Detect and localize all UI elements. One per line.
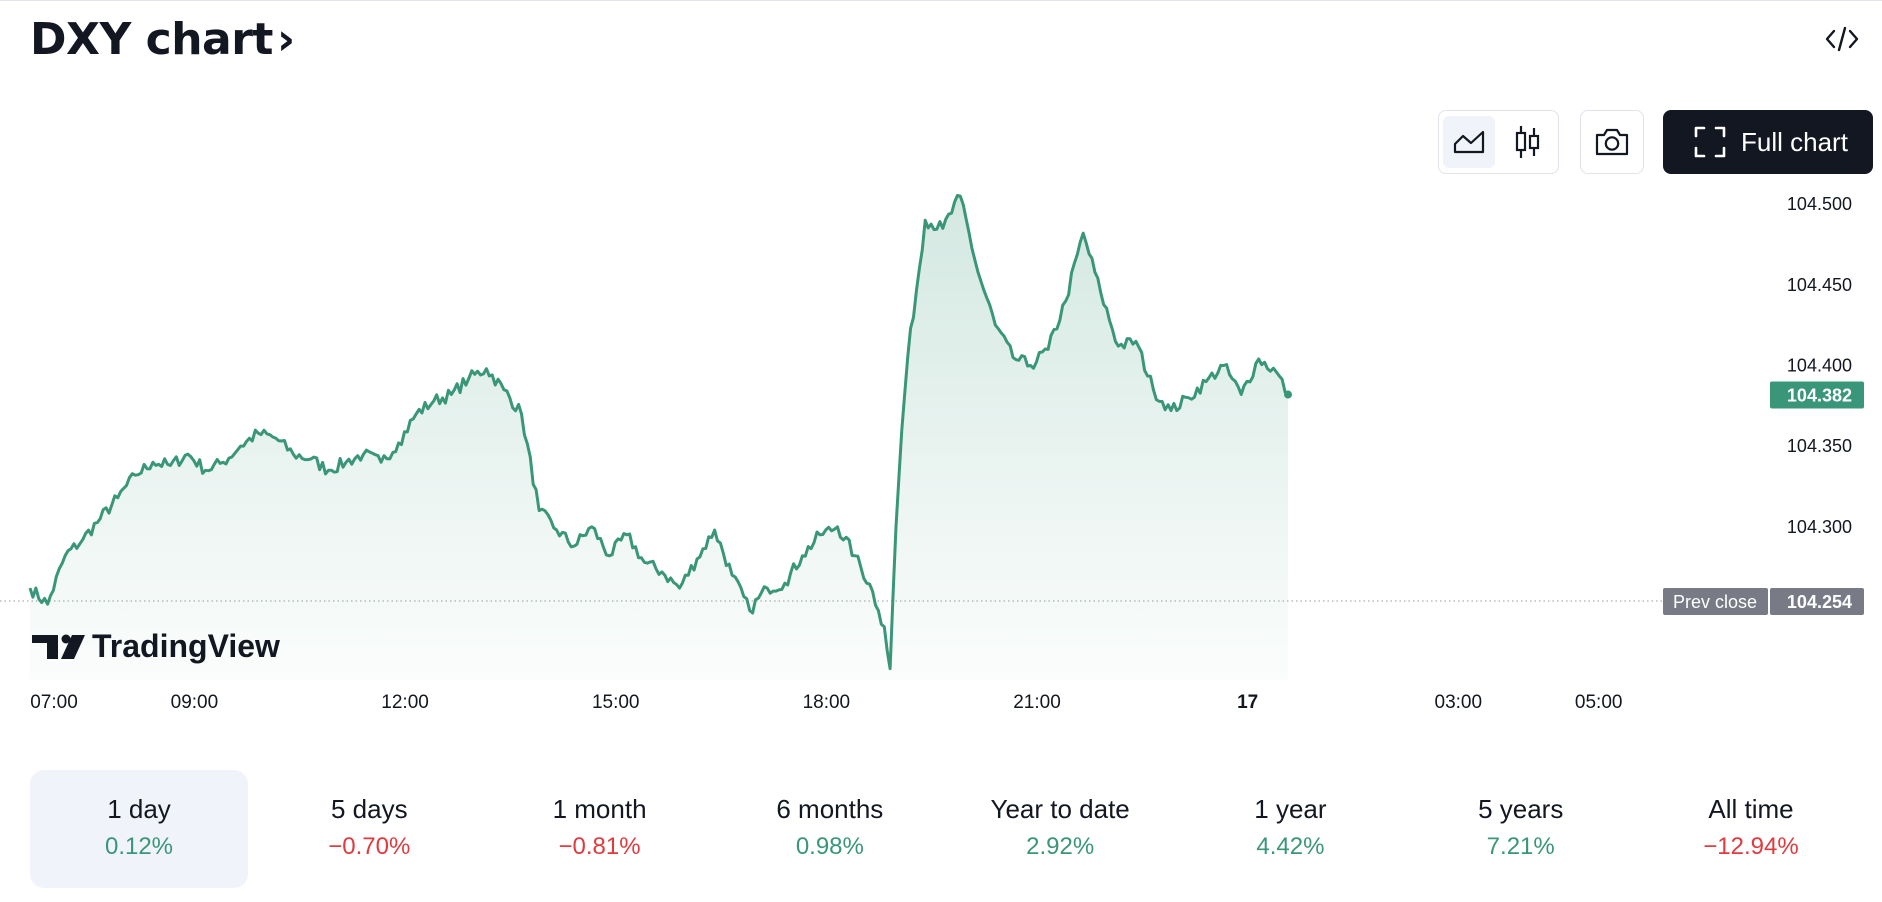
x-tick-label: 09:00: [171, 692, 219, 713]
range-tab-change: −0.70%: [328, 833, 411, 860]
range-tab-change: 2.92%: [1026, 833, 1095, 860]
range-tab-label: 5 years: [1478, 794, 1564, 824]
area-chart-icon: [1453, 130, 1485, 154]
price-chart[interactable]: 104.500 104.450 104.400 104.350 104.300 104.3…: [0, 180, 1882, 720]
y-tick-label: 104.500: [1787, 194, 1852, 214]
top-border: [0, 0, 1882, 1]
range-tab-change: 0.98%: [795, 833, 864, 860]
watermark-text: TradingView: [92, 628, 280, 664]
chart-title-link[interactable]: DXY chart›: [30, 14, 295, 65]
candlestick-button[interactable]: [1501, 116, 1553, 168]
last-value-badge: [1770, 381, 1864, 409]
prev-close-value-badge: [1770, 587, 1864, 615]
x-tick-label: 12:00: [381, 692, 429, 713]
x-tick-label: 18:00: [803, 692, 851, 713]
range-tabs: 1 day 0.12% 5 days −0.70% 1 month −0.81% 6 mon…: [30, 770, 1860, 888]
range-tab[interactable]: 1 month −0.81%: [491, 770, 709, 888]
price-line: [28, 194, 1289, 671]
tradingview-watermark: TradingView: [32, 628, 280, 664]
range-tab-change: 7.21%: [1486, 833, 1555, 860]
range-tab-label: 5 days: [330, 794, 408, 824]
range-tab-label: 6 months: [776, 794, 884, 824]
last-price-dot: [1284, 390, 1292, 399]
range-tab-change: −12.94%: [1703, 833, 1799, 860]
range-tab-change: 4.42%: [1256, 833, 1325, 860]
chevron-right-icon: ›: [276, 14, 295, 65]
candlestick-icon: [1515, 126, 1540, 158]
y-tick-label: 104.450: [1787, 275, 1852, 295]
last-value-label: 104.382: [1787, 386, 1852, 406]
range-tab[interactable]: 1 year 4.42%: [1181, 770, 1399, 888]
y-tick-label: 104.300: [1787, 517, 1852, 537]
prev-close-badge: [1663, 587, 1768, 615]
tradingview-logo-icon: [32, 634, 85, 659]
range-tab[interactable]: All time −12.94%: [1642, 770, 1860, 888]
range-tab[interactable]: Year to date 2.92%: [951, 770, 1169, 888]
range-tab-label: All time: [1708, 794, 1794, 824]
screenshot-button[interactable]: [1580, 110, 1644, 174]
range-tab[interactable]: 6 months 0.98%: [721, 770, 939, 888]
y-tick-label: 104.400: [1787, 355, 1852, 375]
range-tab[interactable]: 5 years 7.21%: [1412, 770, 1630, 888]
range-tab-change: −0.81%: [558, 833, 641, 860]
range-tab-label: Year to date: [990, 794, 1130, 824]
prev-close-label: Prev close: [1673, 592, 1757, 612]
x-tick-label: 03:00: [1435, 692, 1483, 713]
fullscreen-icon: [1694, 126, 1726, 158]
prev-close-value-label: 104.254: [1787, 592, 1852, 612]
area-chart-button[interactable]: [1443, 116, 1495, 168]
full-chart-button[interactable]: Full chart: [1663, 110, 1873, 174]
range-tab-label: 1 month: [552, 794, 647, 824]
range-tab-change: 0.12%: [104, 833, 174, 860]
code-embed-icon[interactable]: [1824, 24, 1860, 54]
price-area-fill: [30, 195, 1288, 680]
x-tick-label: 15:00: [592, 692, 640, 713]
range-tab-label: 1 day: [107, 794, 171, 824]
page-title: DXY chart: [30, 14, 273, 65]
range-tab[interactable]: 5 days −0.70%: [260, 770, 478, 888]
x-tick-label: 07:00: [30, 692, 78, 713]
x-tick-label: 05:00: [1575, 692, 1623, 713]
x-tick-label: 21:00: [1013, 692, 1061, 713]
x-tick-label: 17: [1237, 692, 1258, 713]
range-tab[interactable]: 1 day 0.12%: [30, 770, 248, 888]
y-tick-label: 104.350: [1787, 436, 1852, 456]
camera-icon: [1595, 128, 1629, 156]
range-tab-label: 1 year: [1254, 794, 1327, 824]
chart-style-toggle: [1438, 110, 1559, 174]
full-chart-label: Full chart: [1741, 126, 1848, 157]
